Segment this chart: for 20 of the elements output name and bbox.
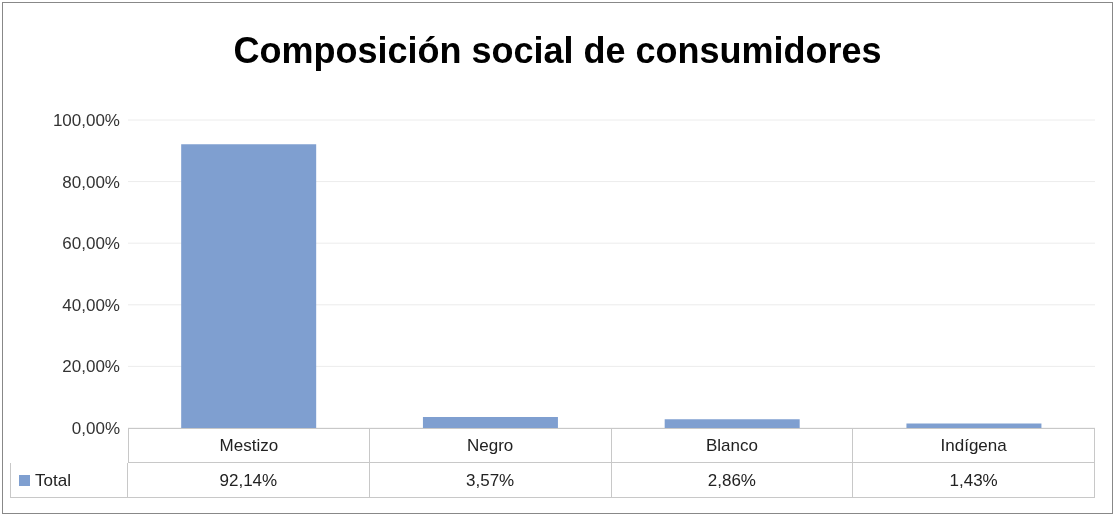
- bar: [664, 419, 800, 428]
- bar: [422, 417, 558, 428]
- y-tick-label: 80,00%: [62, 172, 120, 192]
- bar: [181, 144, 317, 428]
- y-tick-label: 60,00%: [62, 234, 120, 254]
- legend-label: Total: [34, 471, 71, 490]
- data-label: 92,14%: [128, 463, 370, 498]
- y-tick-label: 20,00%: [62, 357, 120, 377]
- bar: [906, 423, 1042, 428]
- chart-title: Composición social de consumidores: [232, 30, 883, 72]
- y-tick-label: 0,00%: [71, 419, 120, 439]
- y-tick-label: 100,00%: [52, 111, 120, 131]
- x-tick-label: Negro: [369, 428, 612, 463]
- x-tick-label: Indígena: [853, 428, 1095, 463]
- x-tick-label: Blanco: [611, 428, 854, 463]
- data-label: 3,57%: [369, 463, 612, 498]
- y-tick-label: 40,00%: [62, 295, 120, 315]
- data-label: 1,43%: [853, 463, 1095, 498]
- data-label: 2,86%: [611, 463, 854, 498]
- x-tick-label: Mestizo: [128, 428, 370, 463]
